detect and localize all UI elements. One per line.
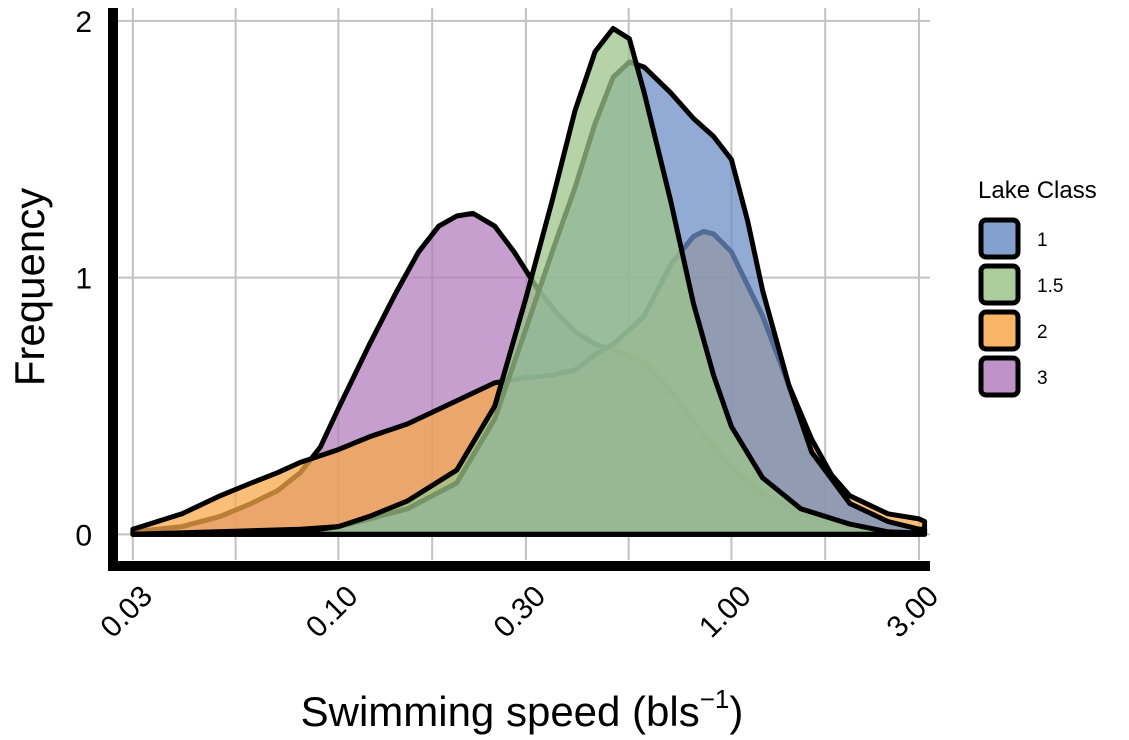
legend-swatch: [978, 355, 1021, 398]
y-tick-label: 0: [75, 519, 92, 552]
x-tick-label: 0.10: [300, 580, 365, 645]
legend-swatch: [978, 309, 1021, 352]
y-tick-label: 2: [75, 6, 92, 39]
axes: [108, 8, 930, 571]
legend-label: 1: [1037, 230, 1048, 251]
x-tick-label: 0.30: [487, 580, 552, 645]
x-axis-title-main: Swimming speed (bls: [301, 688, 700, 735]
x-axis-title-superscript: −1: [700, 684, 730, 714]
legend-label: 3: [1037, 368, 1048, 389]
density-area-class-1-5: [130, 26, 922, 537]
x-tick-label: 0.03: [94, 580, 159, 645]
legend-swatch: [978, 217, 1021, 260]
x-tick-label: 3.00: [881, 580, 946, 645]
y-axis-title: Frequency: [6, 188, 53, 386]
density-areas: [130, 26, 928, 537]
legend-label: 2: [1037, 322, 1048, 343]
x-axis-title-suffix: ): [729, 688, 743, 735]
legend-title: Lake Class: [978, 177, 1097, 204]
legend-label: 1.5: [1037, 276, 1063, 297]
x-axis-title: Swimming speed (bls−1): [301, 684, 744, 735]
legend: Lake Class 1 1.5 2 3: [978, 177, 1097, 398]
legend-swatch: [978, 263, 1021, 306]
x-tick-label: 1.00: [693, 580, 758, 645]
y-tick-label: 1: [75, 263, 92, 296]
